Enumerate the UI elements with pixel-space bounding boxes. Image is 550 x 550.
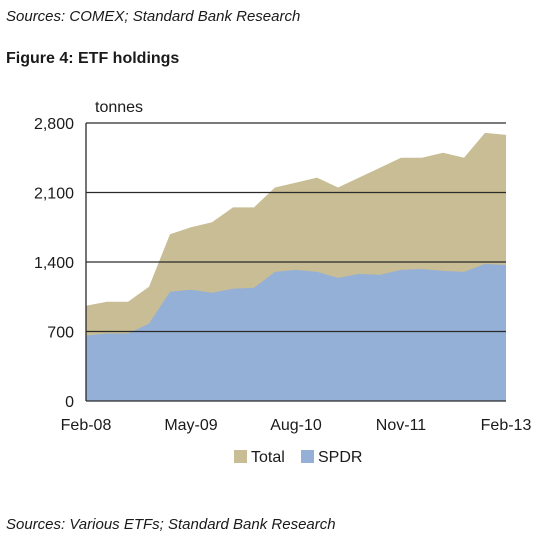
figure-title: Figure 4: ETF holdings: [6, 50, 180, 67]
y-tick-label: 2,100: [34, 186, 74, 203]
x-tick-label: Feb-08: [61, 417, 112, 434]
y-tick-label: 700: [47, 325, 74, 342]
y-axis-unit-label: tonnes: [95, 99, 143, 116]
grid-layer: [86, 122, 506, 333]
x-tick-label: Nov-11: [376, 417, 426, 434]
chart-panel: 0 700 1,400 2,100 2,800 Feb-08 May-09 Aug-10 Nov…: [0, 88, 550, 490]
x-tick-label: May-09: [164, 417, 217, 434]
area-spdr: [86, 264, 506, 401]
legend-label-total: Total: [251, 449, 285, 466]
x-tick-label: Aug-10: [270, 417, 322, 434]
y-tick-label: 1,400: [34, 255, 74, 272]
x-tick-label: Feb-13: [481, 417, 532, 434]
legend: Total SPDR: [234, 449, 362, 466]
axis-layer: 0 700 1,400 2,100 2,800 Feb-08 May-09 Aug-10 Nov…: [34, 116, 531, 434]
y-tick-label: 2,800: [34, 116, 74, 133]
etf-holdings-chart: 0 700 1,400 2,100 2,800 Feb-08 May-09 Aug-10 Nov…: [34, 99, 531, 466]
source-note-bottom: Sources: Various ETFs; Standard Bank Res…: [6, 516, 336, 533]
legend-swatch-spdr: [301, 450, 314, 463]
y-tick-label: 0: [65, 394, 74, 411]
legend-label-spdr: SPDR: [318, 449, 362, 466]
source-note-top: Sources: COMEX; Standard Bank Research: [6, 8, 301, 25]
area-layer: [86, 132, 506, 401]
legend-swatch-total: [234, 450, 247, 463]
